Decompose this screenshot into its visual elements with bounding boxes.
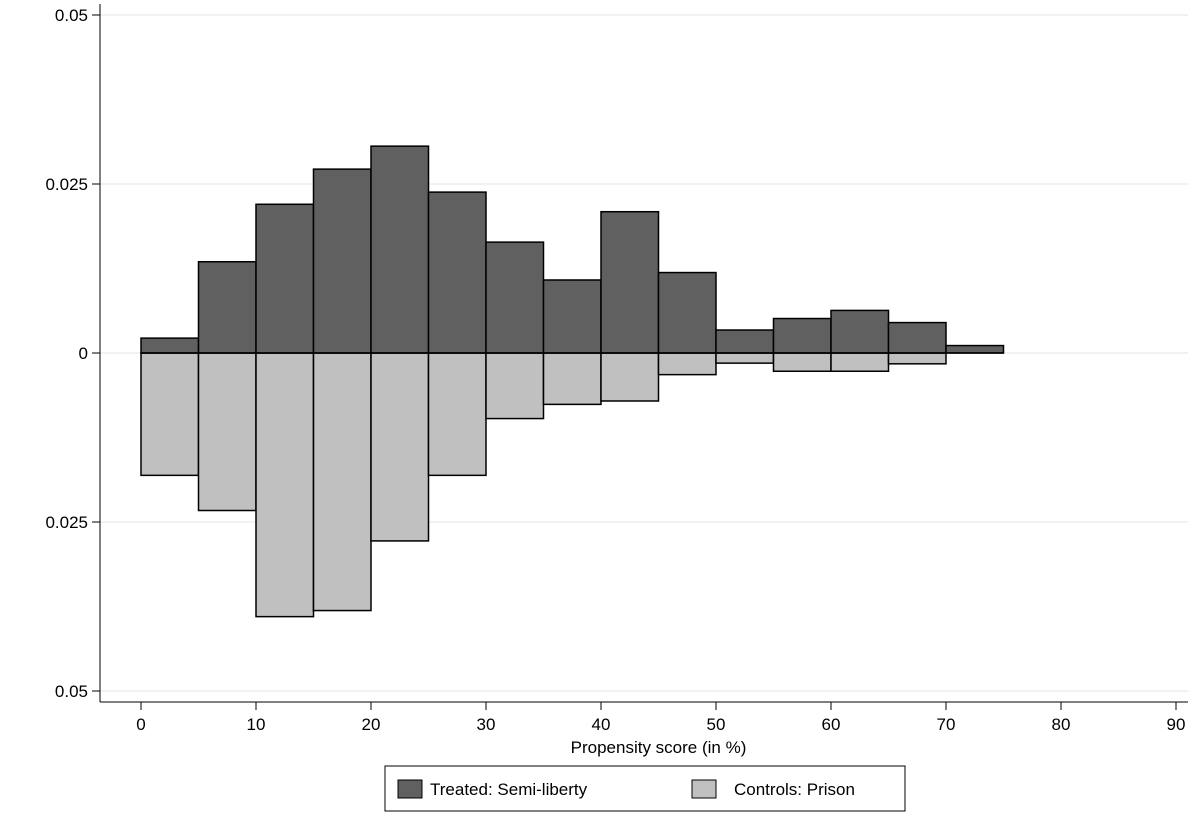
x-tick-label-40: 40 xyxy=(592,715,611,734)
x-tick-label-30: 30 xyxy=(477,715,496,734)
x-tick-label-0: 0 xyxy=(136,715,145,734)
controls-bar-60 xyxy=(830,352,890,373)
controls-bar-35 xyxy=(542,352,602,406)
treated-bar-65 xyxy=(887,321,947,354)
legend: Treated: Semi-liberty Controls: Prison xyxy=(384,765,906,812)
treated-bar-60 xyxy=(830,309,890,354)
controls-bar-15 xyxy=(312,352,372,612)
legend-label-controls: Controls: Prison xyxy=(734,780,855,799)
y-tick-label-4: 0.05 xyxy=(55,682,88,701)
y-tick-label-1: 0.025 xyxy=(45,175,88,194)
x-axis-ticks: 0 10 20 30 40 50 60 70 80 90 xyxy=(136,702,1185,734)
legend-box xyxy=(384,765,906,812)
x-tick-label-60: 60 xyxy=(822,715,841,734)
legend-swatch-controls xyxy=(691,779,717,799)
treated-bar-35 xyxy=(542,279,602,354)
treated-bar-0 xyxy=(140,337,200,354)
controls-bar-40 xyxy=(600,352,660,402)
treated-bar-20 xyxy=(370,145,430,354)
legend-label-treated: Treated: Semi-liberty xyxy=(430,780,588,799)
x-tick-label-80: 80 xyxy=(1052,715,1071,734)
treated-bar-50 xyxy=(715,329,775,354)
treated-bar-45 xyxy=(657,271,717,354)
treated-bar-40 xyxy=(600,210,660,354)
controls-bars xyxy=(140,352,947,618)
controls-bar-65 xyxy=(887,352,947,365)
controls-bar-30 xyxy=(485,352,545,420)
treated-bar-5 xyxy=(197,260,257,354)
treated-bars xyxy=(140,145,1005,354)
legend-swatch-treated xyxy=(397,779,423,799)
treated-bar-15 xyxy=(312,168,372,354)
y-tick-label-3: 0.025 xyxy=(45,513,88,532)
controls-bar-25 xyxy=(427,352,487,477)
treated-bar-55 xyxy=(772,317,832,354)
x-tick-label-90: 90 xyxy=(1167,715,1186,734)
controls-bar-20 xyxy=(370,352,430,542)
x-axis-title: Propensity score (in %) xyxy=(571,738,747,757)
y-tick-label-0: 0.05 xyxy=(55,6,88,25)
treated-bar-10 xyxy=(255,203,315,354)
y-tick-label-2: 0 xyxy=(79,344,88,363)
x-tick-label-20: 20 xyxy=(362,715,381,734)
controls-bar-55 xyxy=(772,352,832,373)
treated-bar-70 xyxy=(945,344,1005,354)
y-axis-ticks: 0.05 0.025 0 0.025 0.05 xyxy=(45,6,100,701)
controls-bar-50 xyxy=(715,352,775,364)
treated-bar-25 xyxy=(427,191,487,354)
controls-bar-10 xyxy=(255,352,315,618)
controls-bar-0 xyxy=(140,352,200,477)
controls-bar-5 xyxy=(197,352,257,512)
controls-bar-45 xyxy=(657,352,717,376)
x-tick-label-10: 10 xyxy=(247,715,266,734)
x-tick-label-70: 70 xyxy=(937,715,956,734)
x-tick-label-50: 50 xyxy=(707,715,726,734)
treated-bar-30 xyxy=(485,241,545,354)
